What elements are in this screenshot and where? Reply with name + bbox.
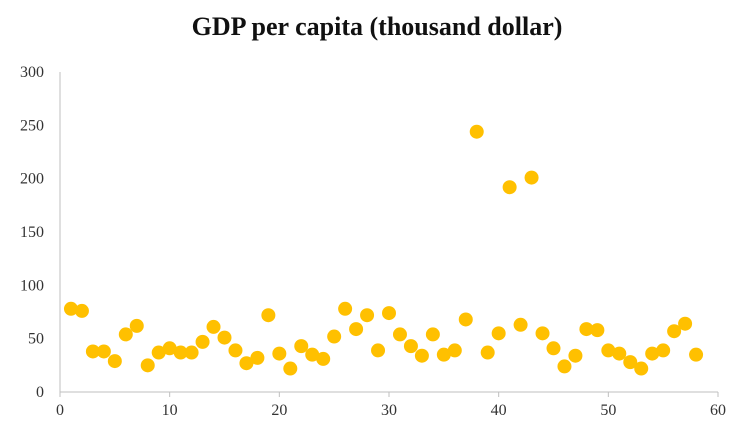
data-point bbox=[612, 347, 626, 361]
y-tick-label: 300 bbox=[20, 64, 44, 81]
data-point bbox=[393, 327, 407, 341]
y-tick-label: 50 bbox=[28, 331, 44, 348]
data-point bbox=[338, 302, 352, 316]
data-point bbox=[448, 343, 462, 357]
data-point bbox=[492, 326, 506, 340]
x-tick-label: 30 bbox=[381, 402, 397, 419]
data-point bbox=[130, 319, 144, 333]
data-point bbox=[459, 312, 473, 326]
data-point bbox=[185, 346, 199, 360]
data-point bbox=[272, 347, 286, 361]
data-point bbox=[481, 346, 495, 360]
x-tick-label: 40 bbox=[491, 402, 507, 419]
data-points bbox=[64, 125, 703, 376]
data-point bbox=[75, 304, 89, 318]
data-point bbox=[283, 362, 297, 376]
tick-labels: 0 10 20 30 40 50 60 0 50 100 150 200 250 300 bbox=[20, 64, 726, 419]
data-point bbox=[547, 341, 561, 355]
data-point bbox=[678, 317, 692, 331]
data-point bbox=[228, 343, 242, 357]
data-point bbox=[656, 343, 670, 357]
x-tick-label: 0 bbox=[56, 402, 64, 419]
data-point bbox=[141, 358, 155, 372]
y-tick-label: 100 bbox=[20, 277, 44, 294]
data-point bbox=[568, 349, 582, 363]
y-tick-label: 200 bbox=[20, 171, 44, 188]
y-tick-label: 250 bbox=[20, 117, 44, 134]
data-point bbox=[119, 327, 133, 341]
data-point bbox=[250, 351, 264, 365]
data-point bbox=[590, 323, 604, 337]
data-point bbox=[557, 359, 571, 373]
data-point bbox=[404, 339, 418, 353]
data-point bbox=[196, 335, 210, 349]
data-point bbox=[108, 354, 122, 368]
data-point bbox=[218, 331, 232, 345]
data-point bbox=[97, 344, 111, 358]
data-point bbox=[503, 180, 517, 194]
data-point bbox=[525, 171, 539, 185]
data-point bbox=[536, 326, 550, 340]
y-tick-label: 0 bbox=[36, 384, 44, 401]
data-point bbox=[294, 339, 308, 353]
y-tick-label: 150 bbox=[20, 224, 44, 241]
data-point bbox=[382, 306, 396, 320]
data-point bbox=[371, 343, 385, 357]
x-tick-label: 20 bbox=[271, 402, 287, 419]
x-tick-label: 50 bbox=[600, 402, 616, 419]
data-point bbox=[261, 308, 275, 322]
data-point bbox=[470, 125, 484, 139]
x-tick-label: 10 bbox=[162, 402, 178, 419]
data-point bbox=[316, 352, 330, 366]
data-point bbox=[327, 330, 341, 344]
data-point bbox=[207, 320, 221, 334]
data-point bbox=[426, 327, 440, 341]
data-point bbox=[415, 349, 429, 363]
data-point bbox=[360, 308, 374, 322]
data-point bbox=[514, 318, 528, 332]
data-point bbox=[634, 362, 648, 376]
data-point bbox=[349, 322, 363, 336]
data-point bbox=[689, 348, 703, 362]
x-tick-label: 60 bbox=[710, 402, 726, 419]
